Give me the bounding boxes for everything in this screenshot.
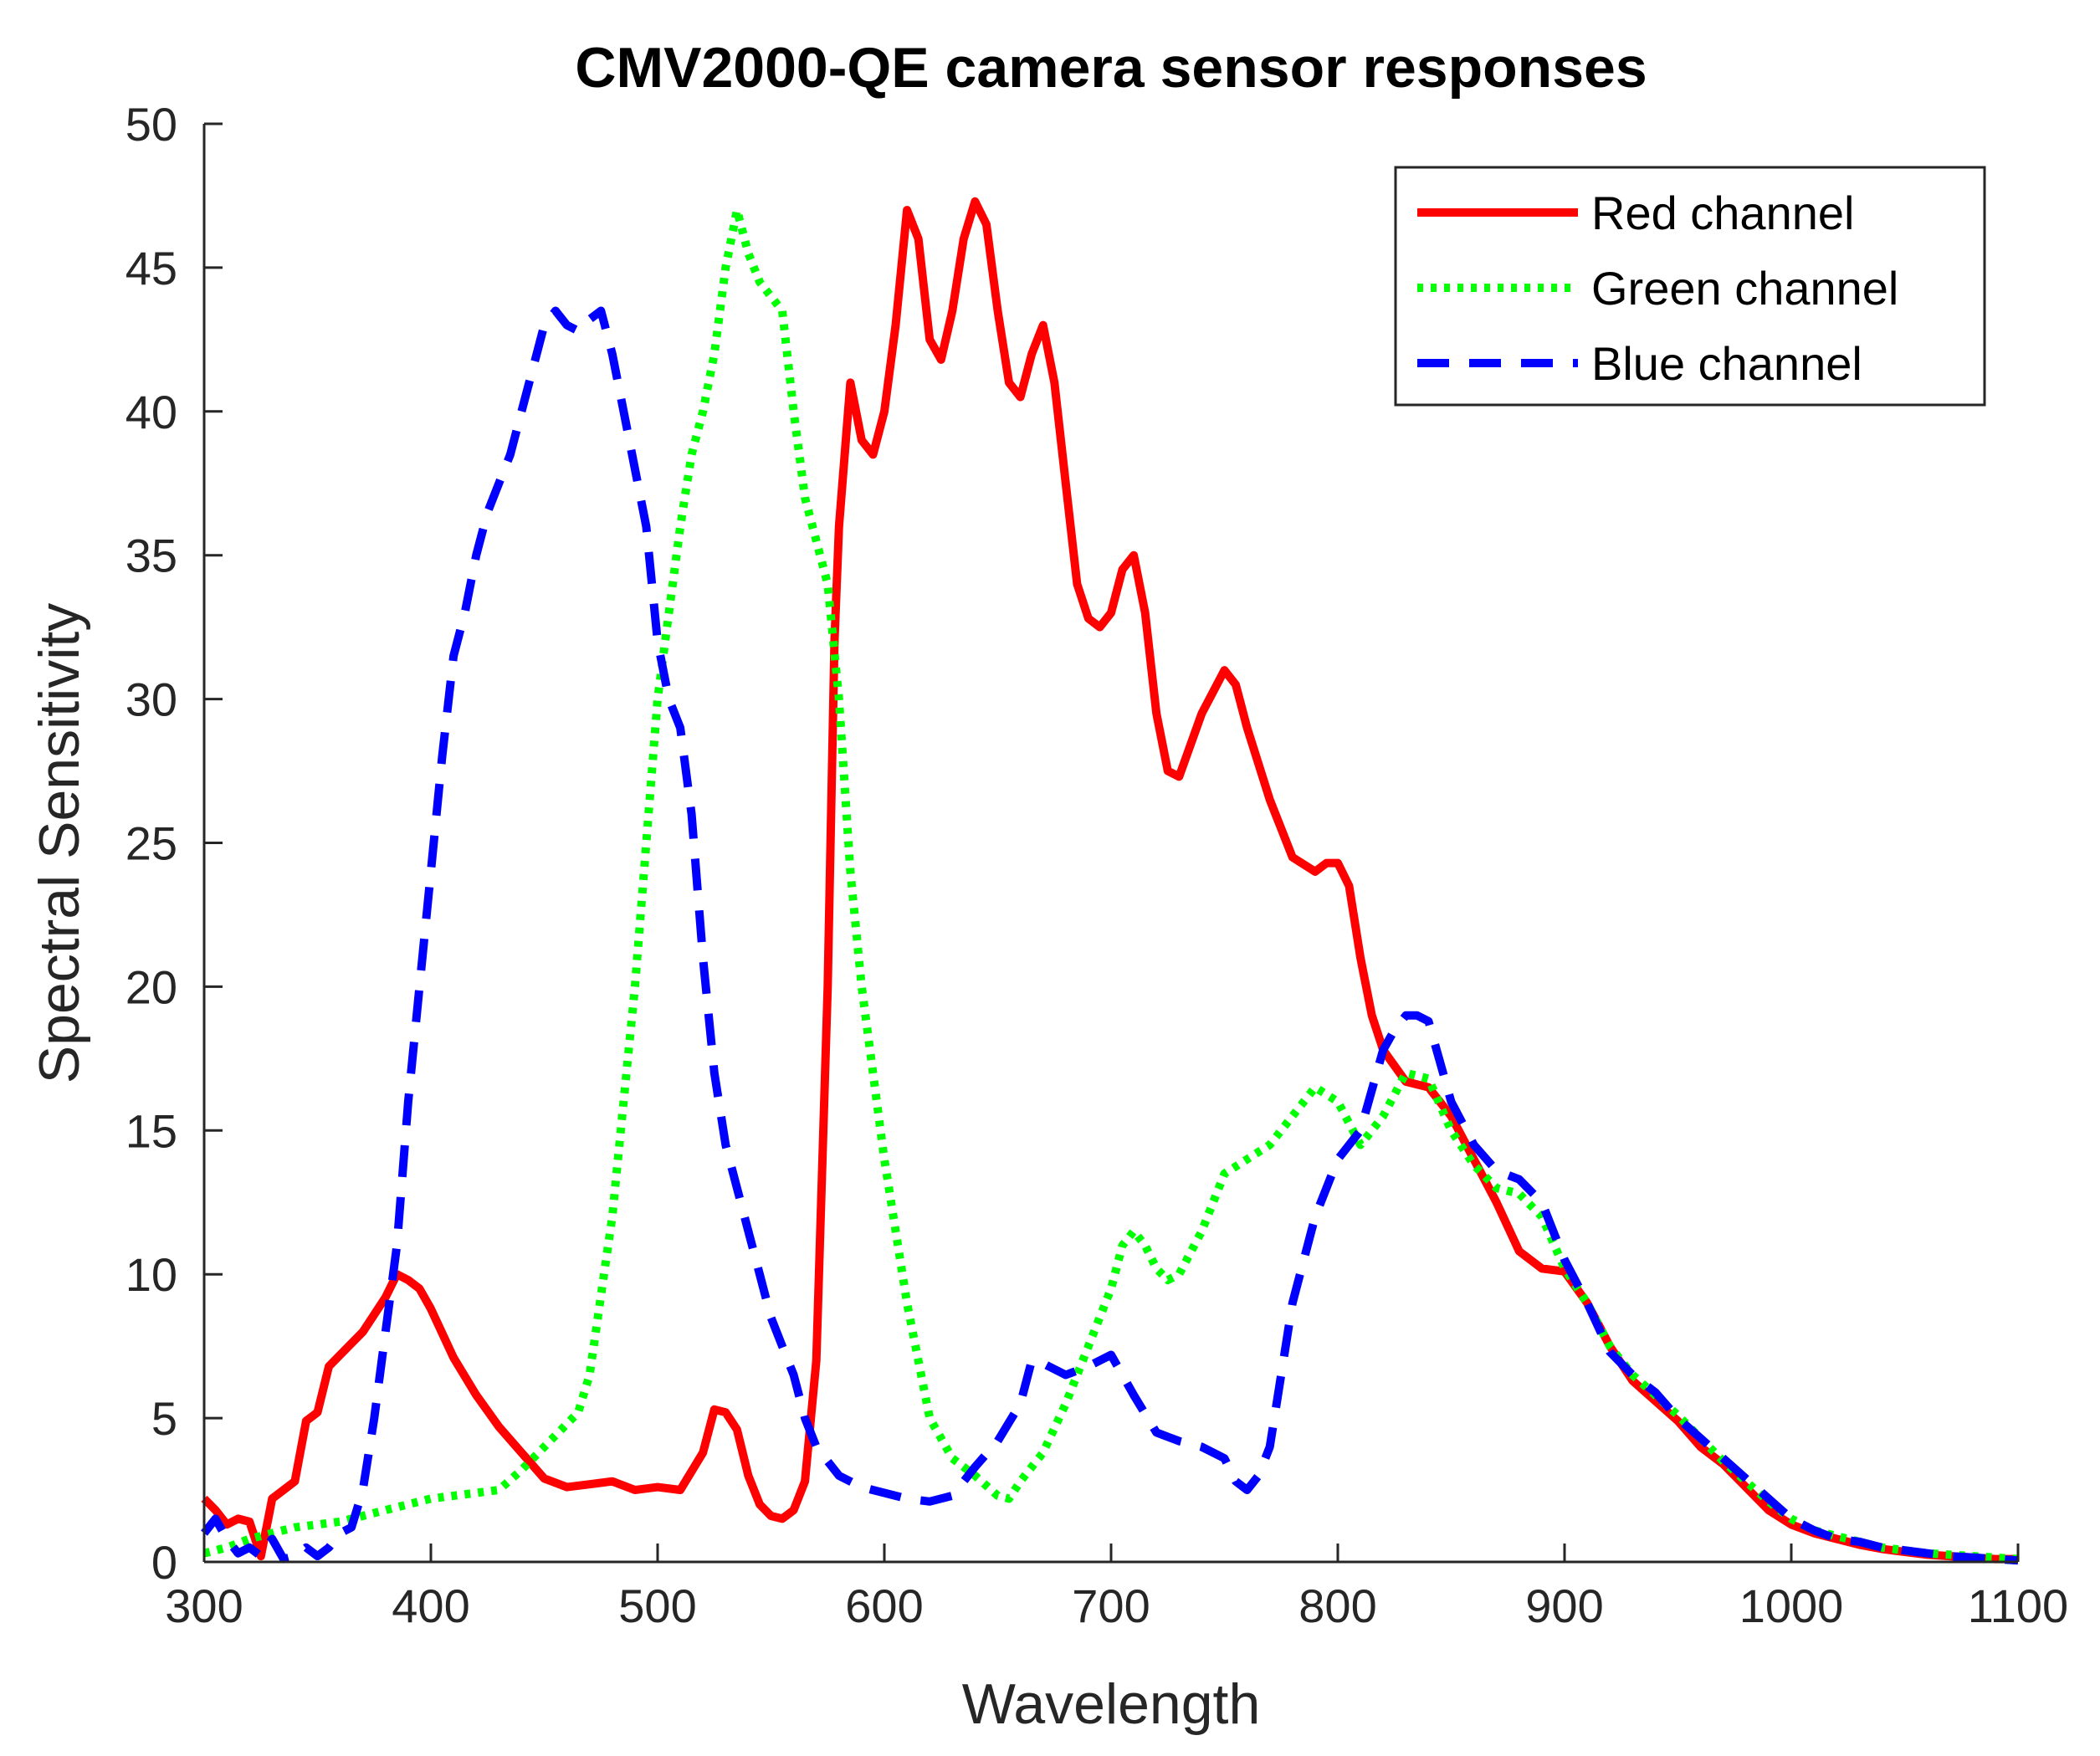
- plot-lines: [201, 197, 2019, 1565]
- legend: Red channel Green channel Blue channel: [1394, 166, 1986, 407]
- legend-label-green-channel: Green channel: [1591, 262, 1898, 315]
- y-axis-label: Spectral Sensitivity: [28, 603, 91, 1083]
- y-tick-label: 45: [125, 242, 177, 294]
- y-tick-label: 10: [125, 1248, 177, 1301]
- chart-title: CMV2000-QE camera sensor responses: [575, 36, 1647, 100]
- x-axis-label: Wavelength: [962, 1672, 1261, 1736]
- y-tick-label: 0: [151, 1536, 177, 1589]
- x-tick-label: 900: [1525, 1579, 1603, 1632]
- x-tick-label: 400: [392, 1579, 469, 1632]
- x-tick-label: 800: [1298, 1579, 1376, 1632]
- x-tick-label: 1000: [1739, 1579, 1844, 1632]
- x-tick-label: 500: [618, 1579, 696, 1632]
- y-tick-label: 20: [125, 960, 177, 1013]
- x-tick-label: 700: [1072, 1579, 1150, 1632]
- y-tick-label: 40: [125, 386, 177, 438]
- y-tick-label: 35: [125, 530, 177, 582]
- y-tick-label: 5: [151, 1392, 177, 1445]
- ticks: 300 400 500 600 700 800 900 1000 1100 0 5 10 15 20 25 3…: [125, 98, 2069, 1632]
- y-tick-label: 30: [125, 673, 177, 726]
- y-tick-label: 25: [125, 817, 177, 870]
- legend-label-red-channel: Red channel: [1591, 187, 1854, 239]
- legend-label-blue-channel: Blue channel: [1591, 337, 1862, 390]
- series-line-blue-channel: [201, 306, 2019, 1565]
- x-tick-label: 600: [845, 1579, 923, 1632]
- x-tick-label: 1100: [1968, 1579, 2068, 1632]
- y-tick-label: 15: [125, 1104, 177, 1157]
- x-tick-label: 300: [165, 1579, 243, 1632]
- y-tick-label: 50: [125, 98, 177, 151]
